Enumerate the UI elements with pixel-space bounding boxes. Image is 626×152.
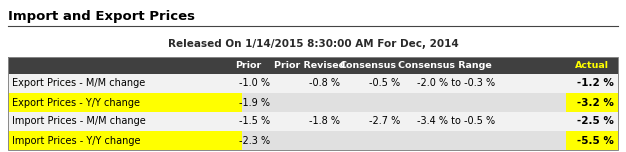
Bar <box>8 93 242 112</box>
Text: -1.8 %: -1.8 % <box>309 116 340 126</box>
Text: Import Prices - M/M change: Import Prices - M/M change <box>12 116 146 126</box>
Text: -2.5 %: -2.5 % <box>577 116 614 126</box>
Text: -0.5 %: -0.5 % <box>369 78 400 88</box>
Text: -0.8 %: -0.8 % <box>309 78 340 88</box>
Text: -3.2 %: -3.2 % <box>577 97 614 107</box>
Bar <box>566 93 618 112</box>
Text: -1.2 %: -1.2 % <box>577 78 614 88</box>
Bar <box>8 57 618 74</box>
Text: Consensus Range: Consensus Range <box>398 61 492 70</box>
Bar <box>8 93 618 112</box>
Text: Released On 1/14/2015 8:30:00 AM For Dec, 2014: Released On 1/14/2015 8:30:00 AM For Dec… <box>168 39 458 49</box>
Text: -5.5 %: -5.5 % <box>577 135 614 145</box>
Bar <box>8 57 618 150</box>
Text: Export Prices - M/M change: Export Prices - M/M change <box>12 78 145 88</box>
Text: -1.0 %: -1.0 % <box>239 78 270 88</box>
Text: Actual: Actual <box>575 61 609 70</box>
Bar <box>8 112 618 131</box>
Text: Import and Export Prices: Import and Export Prices <box>8 10 195 23</box>
Text: Prior: Prior <box>235 61 261 70</box>
Text: -2.7 %: -2.7 % <box>369 116 400 126</box>
Text: -1.5 %: -1.5 % <box>239 116 270 126</box>
Bar <box>566 131 618 150</box>
Text: Consensus: Consensus <box>339 61 396 70</box>
Bar <box>8 131 618 150</box>
Text: -2.0 % to -0.3 %: -2.0 % to -0.3 % <box>417 78 495 88</box>
Bar <box>8 131 242 150</box>
Text: -2.3 %: -2.3 % <box>239 135 270 145</box>
Text: Prior Revised: Prior Revised <box>274 61 346 70</box>
Text: Export Prices - Y/Y change: Export Prices - Y/Y change <box>12 97 140 107</box>
Text: -3.4 % to -0.5 %: -3.4 % to -0.5 % <box>417 116 495 126</box>
Text: Import Prices - Y/Y change: Import Prices - Y/Y change <box>12 135 140 145</box>
Bar <box>8 74 618 93</box>
Text: -1.9 %: -1.9 % <box>239 97 270 107</box>
